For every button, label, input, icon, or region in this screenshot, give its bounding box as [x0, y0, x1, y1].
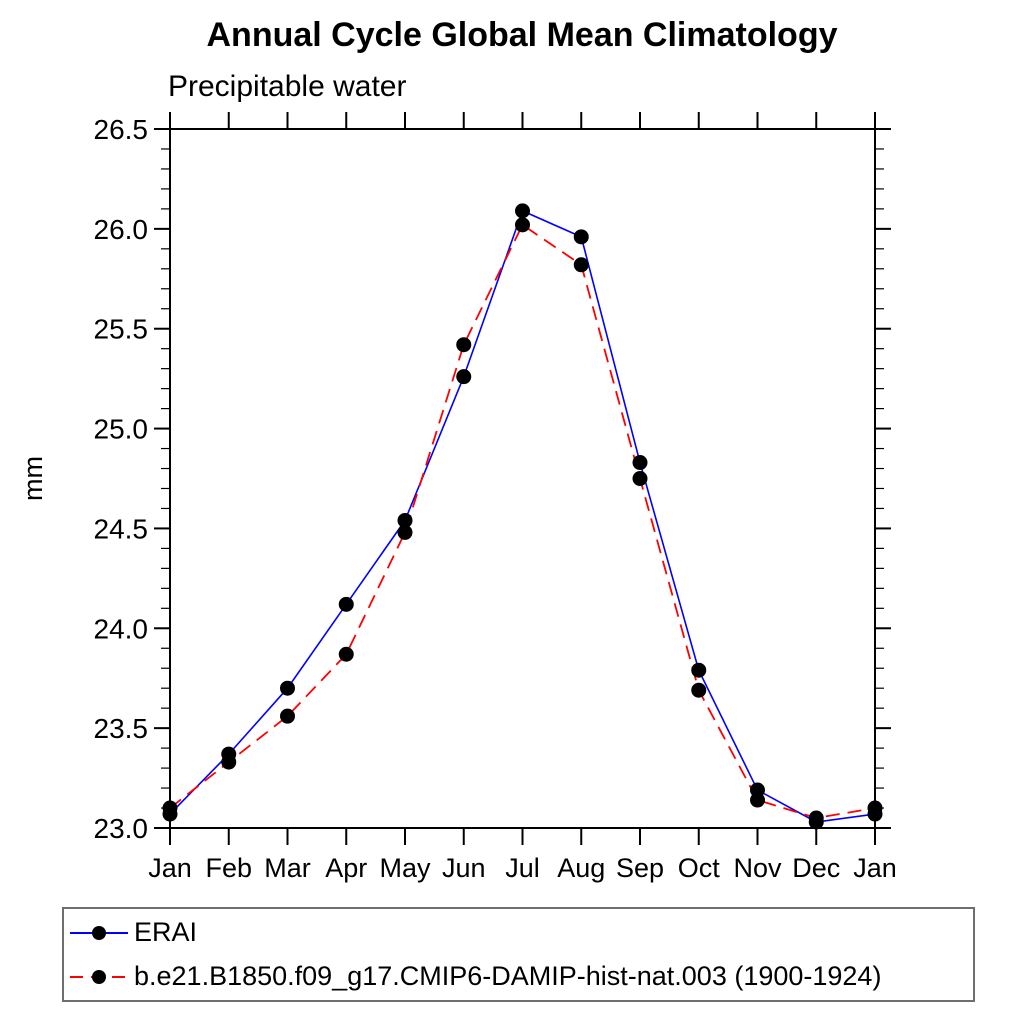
- y-axis-tick-label: 26.5: [94, 114, 149, 145]
- data-point-marker-1: [867, 800, 883, 816]
- x-axis-tick-label: Dec: [792, 853, 840, 883]
- legend-row-erai: ERAI: [64, 914, 973, 952]
- y-axis-tick-label: 26.0: [94, 214, 149, 245]
- y-axis-tick-label: 24.5: [94, 513, 149, 544]
- data-point-marker-1: [456, 337, 472, 353]
- data-point-marker-1: [691, 682, 707, 698]
- x-axis-tick-label: Apr: [325, 853, 367, 883]
- data-point-marker-1: [338, 646, 354, 662]
- x-axis-tick-label: Feb: [205, 853, 252, 883]
- data-point-marker-0: [338, 596, 354, 612]
- y-axis-label: mm: [18, 456, 48, 501]
- data-point-marker-0: [691, 662, 707, 678]
- data-point-marker-1: [808, 810, 824, 826]
- data-point-marker-1: [280, 708, 295, 724]
- legend-line-erai-icon: [70, 925, 128, 940]
- axis-box: [169, 128, 876, 829]
- data-point-marker-1: [221, 754, 237, 770]
- x-axis-tick-label: Sep: [616, 853, 664, 883]
- x-axis-tick-label: Jun: [442, 853, 486, 883]
- x-axis-tick-label: May: [379, 853, 431, 883]
- page-title: Annual Cycle Global Mean Climatology: [206, 16, 838, 54]
- x-axis-tick-label: Jan: [148, 853, 192, 883]
- series-line-0: [169, 209, 876, 823]
- x-axis-tick-label: Mar: [264, 853, 311, 883]
- legend-label-model: b.e21.B1850.f09_g17.CMIP6-DAMIP-hist-nat…: [134, 961, 882, 991]
- y-axis-tick-label: 23.0: [94, 813, 149, 844]
- data-point-marker-0: [397, 512, 413, 528]
- data-point-marker-0: [280, 680, 295, 696]
- data-point-marker-0: [573, 229, 589, 245]
- data-point-marker-1: [750, 792, 765, 808]
- y-axis-tick-label: 23.5: [94, 713, 149, 744]
- data-point-marker-1: [632, 471, 648, 486]
- x-axis-tick-label: Nov: [733, 853, 782, 883]
- chart-subtitle: Precipitable water: [168, 70, 407, 103]
- chart-legend: ERAI b.e21.B1850.f09_g17.CMIP6-DAMIP-his…: [62, 907, 975, 1002]
- legend-label-erai: ERAI: [134, 917, 198, 947]
- legend-row-model: b.e21.B1850.f09_g17.CMIP6-DAMIP-hist-nat…: [64, 958, 973, 996]
- y-axis-tick-label: 25.5: [94, 314, 149, 345]
- data-point-marker-0: [632, 455, 648, 471]
- data-point-marker-0: [515, 203, 530, 219]
- legend-line-model-icon: [70, 969, 128, 984]
- x-axis-tick-label: Jan: [853, 853, 897, 883]
- data-point-marker-1: [573, 257, 589, 273]
- y-axis-tick-label: 24.0: [94, 613, 149, 644]
- series-line-1: [169, 223, 876, 819]
- x-axis-tick-label: Jul: [505, 853, 540, 883]
- x-axis-tick-label: Oct: [678, 853, 721, 883]
- data-point-marker-0: [456, 369, 472, 385]
- data-point-marker-1: [515, 217, 530, 233]
- x-axis-tick-label: Aug: [557, 853, 605, 883]
- data-point-marker-1: [162, 800, 178, 816]
- y-axis-tick-label: 25.0: [94, 414, 149, 445]
- data-point-marker-1: [397, 524, 413, 540]
